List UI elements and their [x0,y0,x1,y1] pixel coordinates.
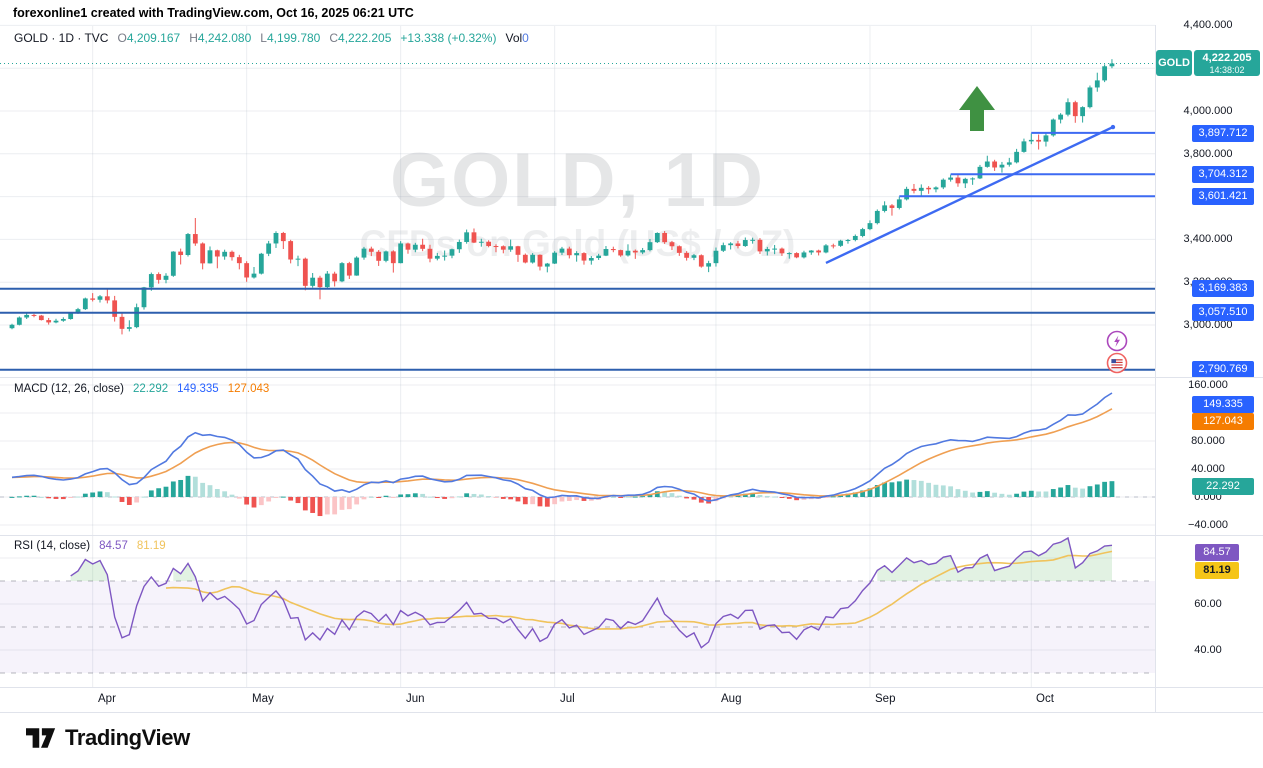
pane-separator[interactable] [0,535,1263,536]
time-axis-month: Aug [721,693,742,705]
symbol-title[interactable]: GOLD · 1D · TVC [14,31,109,45]
macd-signal-value: 127.043 [227,383,270,395]
price-axis-tick: 4,400.000 [1183,19,1233,31]
trendline-endpoint [1110,124,1116,130]
pane-separator[interactable] [0,377,1263,378]
price-level-badge: 2,790.769 [1192,361,1254,378]
macd-title[interactable]: MACD (12, 26, close) [14,383,124,395]
candlestick-series [9,59,1115,335]
bar-countdown: 14:38:02 [1209,64,1245,75]
macd-line-badge: 149.335 [1192,396,1254,413]
time-axis-separator [0,687,1263,688]
time-axis-month: Jun [406,693,425,705]
tradingview-logo-text: TradingView [65,725,190,750]
rsi-overbought-fill [877,538,1112,581]
symbol-legend[interactable]: GOLD · 1D · TVC O4,209.167 H4,242.080 L4… [14,31,529,45]
rsi-axis-tick: 40.00 [1194,644,1222,656]
macd-line-value: 149.335 [177,383,219,395]
macd-axis-tick: 40.000 [1191,463,1225,475]
macd-signal-badge: 127.043 [1192,413,1254,430]
price-axis-tick: 3,400.000 [1183,233,1233,245]
rsi-axis-tick: 60.00 [1194,598,1222,610]
ohlc-close: C4,222.205 [329,31,392,45]
rsi-line [70,536,1113,649]
macd-axis-tick: 160.000 [1188,379,1228,391]
rsi-ma-value: 81.19 [136,540,166,552]
price-level-badge: 3,601.421 [1192,188,1254,205]
macd-axis-tick: 80.000 [1191,435,1225,447]
time-axis-month: Jul [560,693,575,705]
price-axis-separator[interactable] [1155,25,1156,712]
time-axis-month: Oct [1036,693,1054,705]
price-axis-tick: 3,000.000 [1183,319,1233,331]
time-axis-month: May [252,693,274,705]
macd-signal-line [11,408,1113,497]
ohlc-high: H4,242.080 [189,31,252,45]
chart-bottom-border [0,712,1263,713]
economic-event-us-flag-icon [1106,352,1128,374]
price-level-badge: 3,057.510 [1192,304,1254,321]
price-axis-tick: 3,800.000 [1183,148,1233,160]
macd-legend[interactable]: MACD (12, 26, close) 22.292 149.335 127.… [14,383,269,395]
last-price-ticker: GOLD [1156,50,1192,76]
up-arrow-icon [959,86,995,131]
macd-line [11,392,1113,502]
tradingview-logo-icon [26,728,56,748]
economic-event-lightning-icon [1106,330,1128,352]
volume-value: Vol0 [505,31,529,45]
rsi-ma-line [165,550,1113,630]
ohlc-open: O4,209.167 [117,31,181,45]
time-axis-month: Sep [875,693,896,705]
price-change: +13.338 (+0.32%) [400,31,497,45]
rsi-badge: 84.57 [1195,544,1239,561]
attribution-text: forexonline1 created with TradingView.co… [13,6,414,20]
last-price-badge: GOLD 4,222.205 14:38:02 [1156,50,1260,76]
rsi-value: 84.57 [99,540,128,552]
ascending-trendline [825,125,1114,265]
rsi-overbought-fill [70,559,108,581]
price-level-badge: 3,704.312 [1192,166,1254,183]
macd-hist-badge: 22.292 [1192,478,1254,495]
rsi-title[interactable]: RSI (14, close) [14,540,91,552]
ohlc-low: L4,199.780 [260,31,321,45]
price-level-badge: 3,169.383 [1192,280,1254,297]
last-price-value: 4,222.205 14:38:02 [1194,50,1260,76]
price-level-badge: 3,897.712 [1192,125,1254,142]
macd-hist-value: 22.292 [132,383,169,395]
macd-axis-tick: −40.000 [1187,519,1229,531]
time-axis-month: Apr [98,693,116,705]
price-axis-tick: 4,000.000 [1183,105,1233,117]
rsi-ma-badge: 81.19 [1195,562,1239,579]
rsi-legend[interactable]: RSI (14, close) 84.57 81.19 [14,540,166,552]
tradingview-logo[interactable]: TradingView [26,725,190,751]
